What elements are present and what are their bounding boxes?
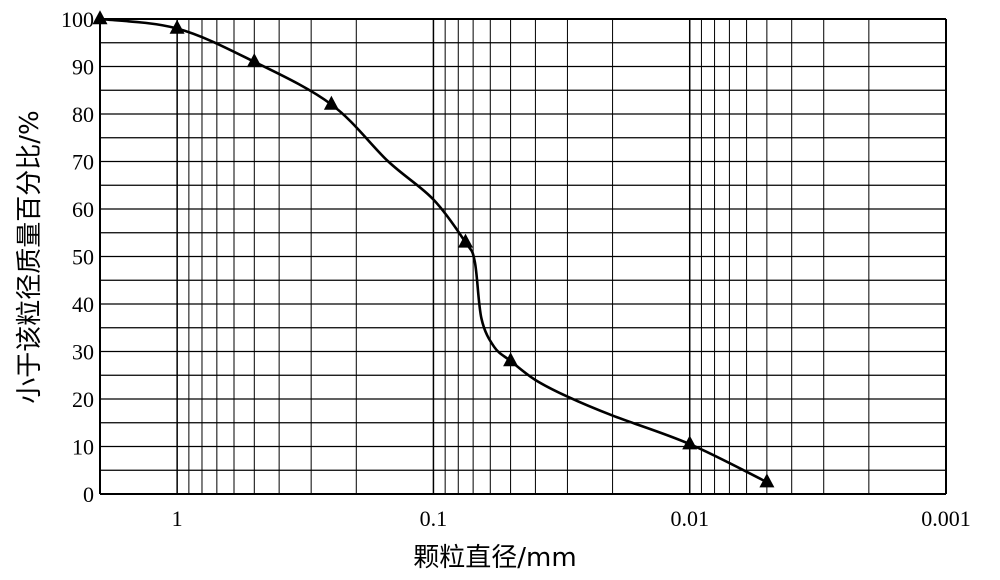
data-point-marker	[246, 53, 262, 68]
tick-labels: 0 10 20 30 40 50 60 70 80 90 100 1 0.1 0.01 0.001	[61, 7, 971, 531]
y-tick-label: 100	[61, 7, 94, 32]
x-tick-label: 0.1	[420, 506, 448, 531]
x-tick-label: 0.001	[921, 506, 971, 531]
y-tick-label: 60	[72, 197, 94, 222]
data-point-marker	[92, 10, 108, 25]
data-point-marker	[682, 435, 698, 450]
data-point-marker	[323, 95, 339, 110]
data-point-marker	[458, 233, 473, 248]
x-tick-label: 1	[172, 506, 183, 531]
y-tick-label: 10	[72, 435, 94, 460]
curve-layer	[99, 17, 768, 484]
y-axis-title: 小于该粒径质量百分比/%	[15, 110, 45, 403]
y-tick-label: 50	[72, 245, 94, 270]
y-tick-label: 20	[72, 387, 94, 412]
y-tick-label: 70	[72, 150, 94, 175]
data-point-marker	[503, 352, 519, 367]
x-axis-title: 颗粒直径/mm	[413, 543, 576, 573]
y-tick-label: 40	[72, 292, 94, 317]
x-tick-label: 0.01	[670, 506, 709, 531]
grid-layer	[99, 18, 947, 495]
data-point-marker	[169, 19, 185, 34]
y-tick-label: 90	[72, 55, 94, 80]
y-tick-label: 30	[72, 340, 94, 365]
y-tick-label: 0	[83, 482, 94, 507]
data-point-marker	[759, 473, 775, 488]
marker-layer	[92, 10, 775, 488]
y-tick-label: 80	[72, 102, 94, 127]
gradation-curve	[99, 17, 768, 484]
